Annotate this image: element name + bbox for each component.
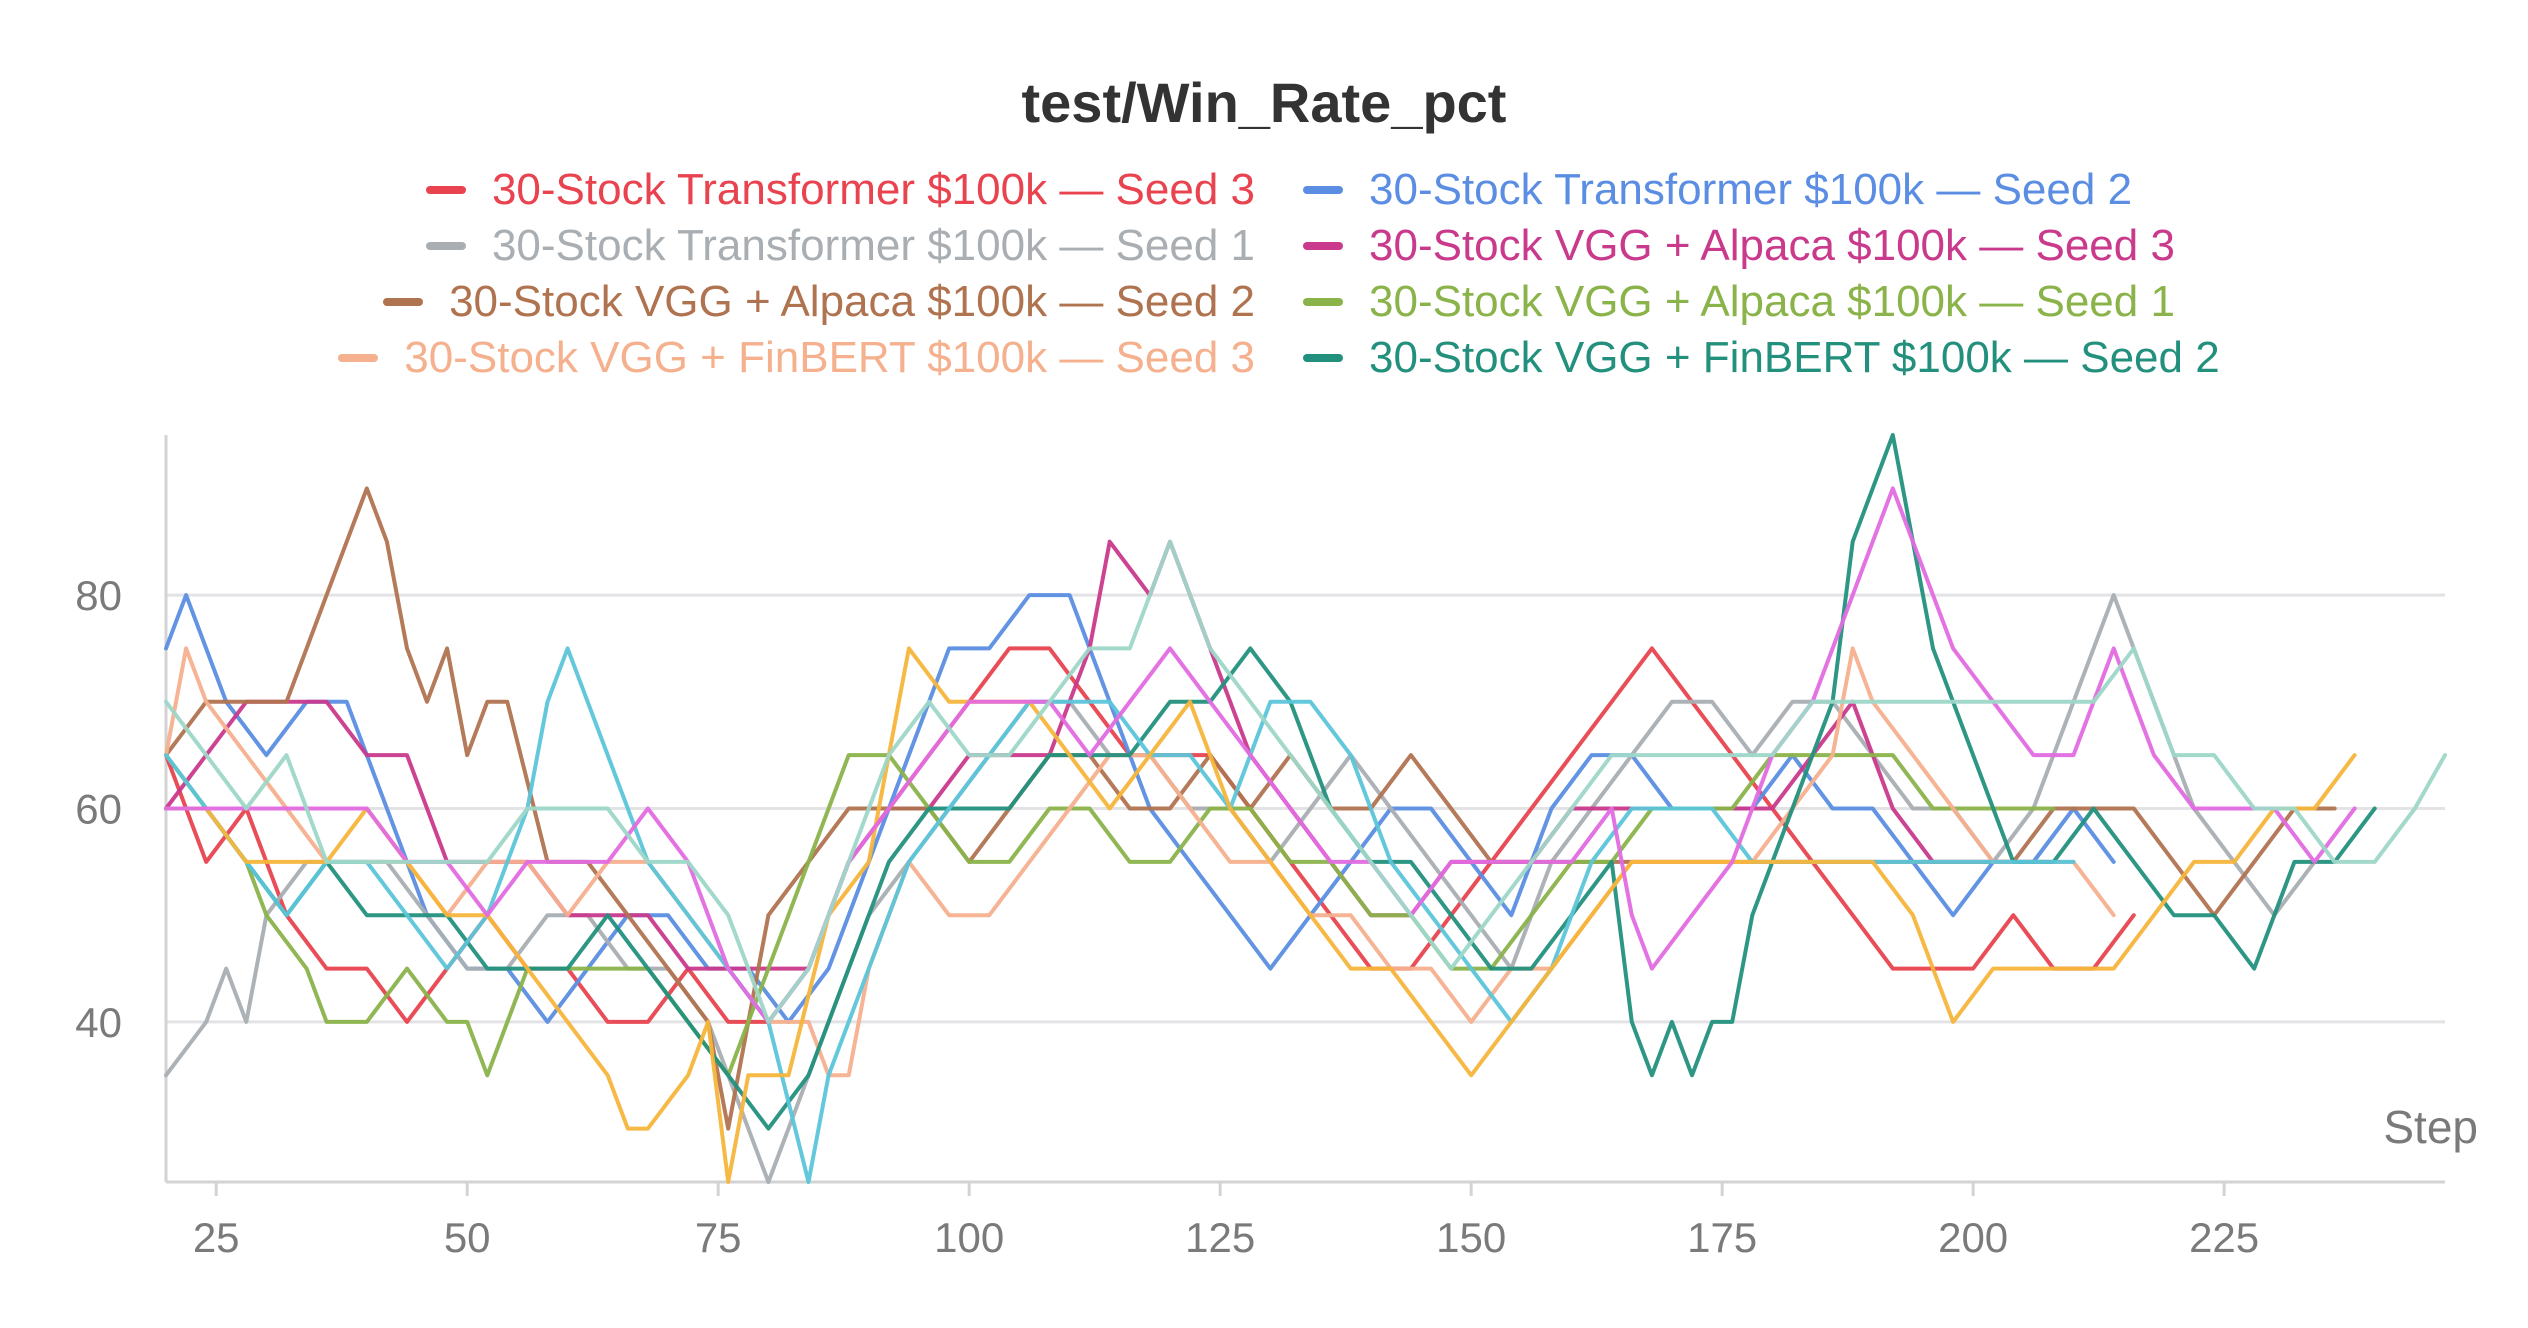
series-line-11	[164, 486, 2357, 1024]
x-tick-label: 100	[934, 1214, 1004, 1261]
legend-label: 30-Stock VGG + Alpaca $100k — Seed 2	[449, 277, 1255, 326]
legend-item: 30-Stock VGG + FinBERT $100k — Seed 2	[1303, 333, 2220, 383]
series-line-10	[164, 646, 2357, 1184]
series-line-1	[164, 646, 2136, 1024]
legend-item: 30-Stock VGG + Alpaca $100k — Seed 3	[1303, 221, 2175, 271]
y-tick-label: 60	[75, 786, 122, 833]
legend-label: 30-Stock Transformer $100k — Seed 3	[491, 165, 1255, 214]
series-line-9	[164, 646, 2076, 1184]
legend-label: 30-Stock Transformer $100k — Seed 2	[1369, 165, 2133, 214]
x-axis-label: Step	[2383, 1101, 2478, 1153]
legend-item: 30-Stock Transformer $100k — Seed 2	[1303, 165, 2132, 215]
x-tick-label: 225	[2189, 1214, 2259, 1261]
legend-swatch	[425, 242, 466, 250]
x-tick-label: 150	[1436, 1214, 1506, 1261]
legend-swatch	[1303, 354, 1343, 362]
legend-label: 30-Stock VGG + FinBERT $100k — Seed 3	[404, 333, 1255, 382]
x-tick-label: 75	[695, 1214, 742, 1261]
legend-label: 30-Stock Transformer $100k — Seed 1	[491, 221, 1255, 270]
series-line-3	[164, 593, 2317, 1184]
series-line-12	[164, 539, 2447, 1024]
legend-swatch	[1303, 186, 1343, 194]
legend-item: 30-Stock VGG + Alpaca $100k — Seed 1	[1303, 277, 2175, 327]
x-tick-label: 50	[444, 1214, 491, 1261]
x-tick-label: 25	[193, 1214, 240, 1261]
chart-title: test/Win_Rate_pct	[1021, 71, 1507, 134]
legend-item: 30-Stock VGG + Alpaca $100k — Seed 2	[383, 277, 1255, 327]
legend-label: 30-Stock VGG + FinBERT $100k — Seed 2	[1369, 333, 2220, 382]
legend-swatch	[1303, 242, 1343, 250]
x-tick-label: 200	[1938, 1214, 2008, 1261]
legend-item: 30-Stock Transformer $100k — Seed 1	[425, 221, 1255, 271]
legend-item: 30-Stock Transformer $100k — Seed 3	[425, 165, 1255, 215]
x-tick-label: 175	[1687, 1214, 1757, 1261]
y-tick-label: 40	[75, 999, 122, 1046]
legend-swatch	[383, 298, 424, 306]
y-tick-label: 80	[75, 572, 122, 619]
legend-swatch	[1303, 298, 1343, 306]
legend-swatch	[425, 186, 466, 194]
legend-label: 30-Stock VGG + Alpaca $100k — Seed 3	[1369, 221, 2175, 270]
legend-label: 30-Stock VGG + Alpaca $100k — Seed 1	[1369, 277, 2175, 326]
x-tick-label: 125	[1185, 1214, 1255, 1261]
legend-item: 30-Stock VGG + FinBERT $100k — Seed 3	[338, 333, 1255, 383]
legend-swatch	[338, 354, 379, 362]
